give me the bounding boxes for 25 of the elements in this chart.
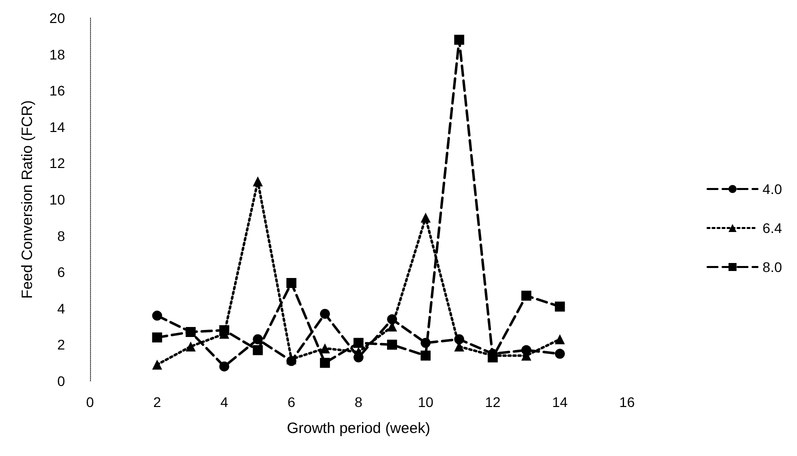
- x-tick-label: 0: [86, 394, 94, 410]
- legend-label: 8.0: [762, 259, 782, 275]
- x-tick-label: 16: [619, 394, 635, 410]
- x-tick-label: 6: [287, 394, 296, 410]
- y-tick-label: 2: [57, 336, 66, 353]
- y-tick-label: 10: [49, 192, 66, 208]
- x-tick-label: 14: [552, 394, 568, 410]
- y-tick-label: 14: [49, 118, 66, 135]
- legend-label: 4.0: [762, 181, 782, 197]
- x-tick-label: 2: [153, 394, 162, 410]
- y-tick-label: 4: [57, 300, 66, 316]
- x-tick-label: 8: [354, 394, 363, 410]
- x-tick-label: 4: [220, 394, 228, 410]
- x-axis-title: Growth period (week): [286, 420, 430, 437]
- x-tick-label: 10: [418, 394, 434, 410]
- y-tick-label: 12: [49, 155, 66, 172]
- x-tick-label: 12: [484, 394, 501, 410]
- y-tick-label: 0: [57, 373, 66, 389]
- y-tick-label: 16: [49, 82, 66, 99]
- y-tick-label: 8: [57, 228, 66, 244]
- y-tick-label: 20: [49, 10, 66, 26]
- y-tick-label: 18: [49, 46, 66, 62]
- y-axis-title: Feed Conversion Ratio (FCR): [19, 100, 36, 299]
- y-tick-label: 6: [57, 264, 66, 280]
- legend-label: 6.4: [762, 220, 782, 236]
